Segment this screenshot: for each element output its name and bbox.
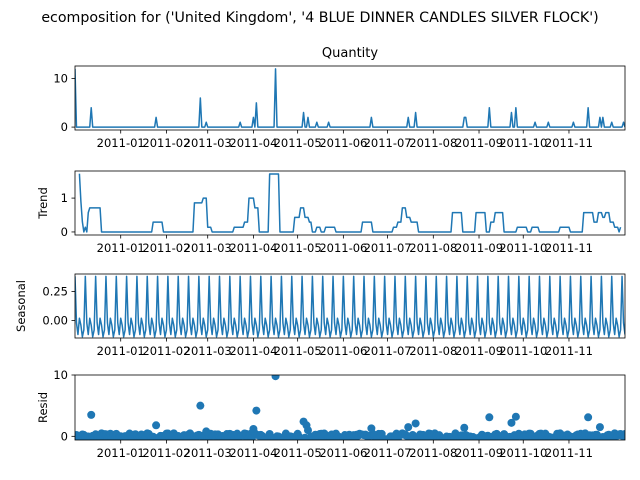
- x-tick-label: 2011-08: [409, 136, 457, 150]
- axes-frame: [74, 374, 626, 441]
- resid-point: [511, 412, 520, 421]
- x-tick-label: 2011-03: [184, 241, 232, 255]
- x-tick-label: 2011-06: [319, 136, 367, 150]
- x-tick-label: 2011-06: [319, 241, 367, 255]
- x-tick-label: 2011-09: [455, 446, 503, 460]
- resid-point: [259, 436, 268, 440]
- series-seasonal: [75, 275, 625, 338]
- panel-title: Quantity: [322, 46, 378, 61]
- resid-point: [303, 426, 312, 435]
- axes-frame: [74, 273, 626, 339]
- x-tick-label: 2011-06: [319, 344, 367, 358]
- x-tick-label: 2011-01: [97, 241, 145, 255]
- y-tick-label: 0.00: [42, 314, 68, 328]
- x-tick-label: 2011-02: [142, 344, 190, 358]
- resid-point: [507, 418, 516, 427]
- trend-line: [78, 173, 622, 233]
- series-observed: [75, 68, 625, 128]
- x-tick-label: 2011-04: [229, 136, 277, 150]
- x-tick-label: 2011-07: [364, 344, 412, 358]
- resid-point: [460, 423, 469, 432]
- x-tick-label: 2011-05: [274, 136, 322, 150]
- resid-point: [411, 419, 420, 428]
- x-tick-label: 2011-09: [455, 136, 503, 150]
- seasonal-line: [75, 275, 625, 338]
- x-tick-label: 2011-03: [184, 446, 232, 460]
- resid-point: [404, 423, 413, 432]
- x-tick-label: 2011-11: [545, 136, 593, 150]
- resid-point: [249, 424, 258, 433]
- resid-point: [87, 410, 96, 419]
- resid-point: [485, 413, 494, 422]
- axes-frame: [74, 65, 626, 131]
- x-tick-label: 2011-01: [97, 344, 145, 358]
- y-axis-label: Trend: [36, 187, 50, 219]
- axes-frame: [74, 170, 626, 236]
- x-tick-label: 2011-02: [142, 241, 190, 255]
- y-tick-label: 1: [61, 191, 68, 205]
- x-tick-label: 2011-04: [229, 241, 277, 255]
- x-tick-label: 2011-03: [184, 344, 232, 358]
- figure-suptitle: ecomposition for ('United Kingdom', '4 B…: [41, 10, 598, 26]
- x-tick-label: 2011-01: [97, 446, 145, 460]
- resid-point: [271, 375, 280, 381]
- x-tick-label: 2011-10: [499, 344, 547, 358]
- x-tick-label: 2011-11: [545, 241, 593, 255]
- panel-seasonal: Seasonal 0.000.252011-012011-022011-03201…: [14, 273, 626, 358]
- x-tick-label: 2011-01: [97, 136, 145, 150]
- x-tick-label: 2011-03: [184, 136, 232, 150]
- x-tick-label: 2011-10: [499, 241, 547, 255]
- x-tick-label: 2011-05: [274, 344, 322, 358]
- x-tick-label: 2011-05: [274, 241, 322, 255]
- x-tick-label: 2011-08: [409, 241, 457, 255]
- x-tick-label: 2011-05: [274, 446, 322, 460]
- y-axis-label: Resid: [36, 392, 50, 423]
- x-tick-label: 2011-08: [409, 446, 457, 460]
- x-tick-label: 2011-02: [142, 136, 190, 150]
- x-tick-label: 2011-08: [409, 344, 457, 358]
- series-trend: [78, 173, 622, 233]
- x-tick-label: 2011-11: [545, 344, 593, 358]
- x-tick-label: 2011-07: [364, 241, 412, 255]
- y-tick-label: 0: [61, 429, 68, 443]
- panel-observed: Quantity0102011-012011-022011-032011-042…: [53, 46, 626, 150]
- y-tick-label: 10: [53, 72, 68, 86]
- x-tick-label: 2011-09: [455, 241, 503, 255]
- resid-point: [196, 401, 205, 410]
- y-tick-label: 0: [61, 225, 68, 239]
- x-tick-label: 2011-10: [499, 136, 547, 150]
- resid-point: [584, 413, 593, 422]
- x-tick-label: 2011-10: [499, 446, 547, 460]
- x-tick-label: 2011-06: [319, 446, 367, 460]
- resid-point: [152, 421, 161, 430]
- y-tick-label: 10: [53, 368, 68, 382]
- resid-point: [367, 424, 376, 433]
- x-tick-label: 2011-04: [229, 344, 277, 358]
- x-tick-label: 2011-11: [545, 446, 593, 460]
- resid-point: [252, 406, 261, 415]
- y-tick-label: 0.25: [42, 284, 68, 298]
- y-axis-label: Seasonal: [14, 280, 28, 332]
- x-tick-label: 2011-07: [364, 136, 412, 150]
- panel-trend: Trend012011-012011-022011-032011-042011-…: [36, 170, 626, 255]
- observed-line: [75, 68, 625, 128]
- resid-point: [202, 427, 211, 436]
- x-tick-label: 2011-02: [142, 446, 190, 460]
- y-tick-label: 0: [61, 120, 68, 134]
- x-tick-label: 2011-07: [364, 446, 412, 460]
- x-tick-label: 2011-04: [229, 446, 277, 460]
- x-tick-label: 2011-09: [455, 344, 503, 358]
- resid-point: [595, 423, 604, 432]
- resid-point: [621, 430, 625, 439]
- series-resid: [75, 375, 625, 440]
- panel-resid: Resid0102011-012011-022011-032011-042011…: [36, 368, 626, 460]
